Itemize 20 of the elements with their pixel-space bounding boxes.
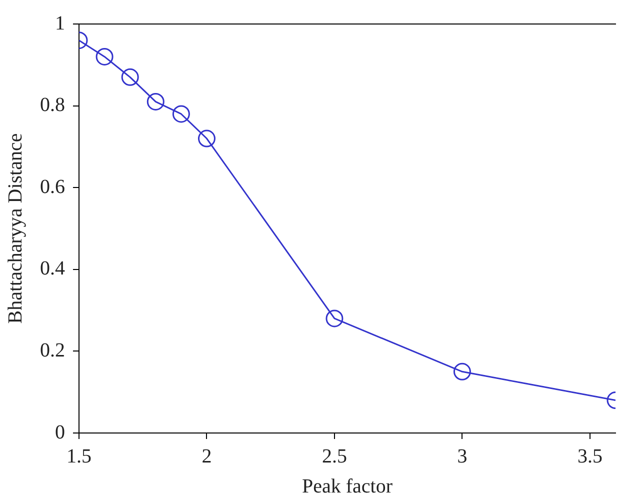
y-tick-label: 0.2 bbox=[40, 339, 65, 362]
x-axis-title: Peak factor bbox=[302, 475, 393, 498]
point bbox=[172, 105, 190, 123]
y-tick-label: 0.8 bbox=[40, 94, 65, 116]
y-axis-title: Bhattacharyya Distance bbox=[4, 133, 26, 324]
y-tick-label: 0 bbox=[55, 421, 65, 444]
point bbox=[198, 130, 216, 148]
point bbox=[146, 92, 164, 110]
point bbox=[96, 48, 114, 66]
x-tick-label: 1.5 bbox=[66, 445, 92, 468]
x-tick-label: 3.5 bbox=[577, 445, 602, 468]
x-tick-label: 2.5 bbox=[322, 445, 347, 468]
point bbox=[453, 362, 471, 380]
y-tick-label: 0.4 bbox=[40, 258, 65, 280]
y-tick-label: 0.6 bbox=[40, 176, 65, 198]
y-tick-label: 1 bbox=[55, 12, 65, 34]
point bbox=[326, 310, 344, 328]
point bbox=[121, 68, 139, 86]
x-tick-label: 3 bbox=[457, 445, 468, 468]
x-tick-label: 2 bbox=[202, 445, 212, 468]
